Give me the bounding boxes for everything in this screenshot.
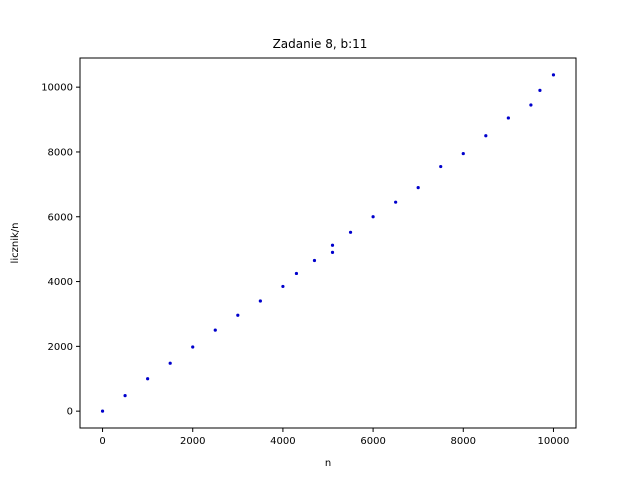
data-point xyxy=(236,313,240,317)
x-tick-label: 4000 xyxy=(270,436,295,447)
data-point xyxy=(416,185,420,190)
series-layer xyxy=(100,73,556,413)
chart-title: Zadanie 8, b:11 xyxy=(273,37,368,51)
x-tick-label: 6000 xyxy=(360,436,385,447)
data-point xyxy=(506,116,510,120)
data-point xyxy=(484,134,488,138)
y-tick-label: 4000 xyxy=(48,277,73,288)
y-axis-label: licznik/n xyxy=(10,223,21,264)
data-point xyxy=(439,164,443,169)
data-point xyxy=(551,73,556,77)
data-point xyxy=(394,200,398,204)
x-tick-label: 2000 xyxy=(180,436,205,447)
x-tick-label: 8000 xyxy=(451,436,476,447)
x-axis-label: n xyxy=(325,458,331,469)
y-tick-label: 6000 xyxy=(48,212,73,223)
data-point xyxy=(191,345,195,349)
data-point xyxy=(258,299,262,303)
data-point xyxy=(281,284,285,289)
y-tick-label: 10000 xyxy=(41,83,73,94)
data-point xyxy=(348,230,353,234)
y-tick-label: 8000 xyxy=(48,147,73,158)
data-point xyxy=(529,103,533,107)
data-point xyxy=(371,215,375,219)
data-point xyxy=(461,151,465,156)
x-tick-label: 0 xyxy=(99,436,105,447)
data-point xyxy=(168,361,172,365)
y-axis: 0 2000 4000 6000 8000 10000 xyxy=(41,83,80,418)
data-point xyxy=(146,377,150,381)
data-point xyxy=(312,258,317,263)
data-point xyxy=(330,250,335,254)
x-tick-label: 10000 xyxy=(538,436,570,447)
data-point xyxy=(100,409,105,413)
data-point xyxy=(123,394,127,398)
y-tick-label: 2000 xyxy=(48,342,73,353)
data-point xyxy=(330,243,335,247)
x-axis: 0 2000 4000 6000 8000 10000 xyxy=(99,428,569,447)
plot-frame xyxy=(79,57,577,429)
data-point xyxy=(213,328,217,332)
series-0 xyxy=(100,73,556,413)
data-point xyxy=(538,88,542,92)
data-point xyxy=(294,271,299,276)
y-tick-label: 0 xyxy=(67,407,73,418)
